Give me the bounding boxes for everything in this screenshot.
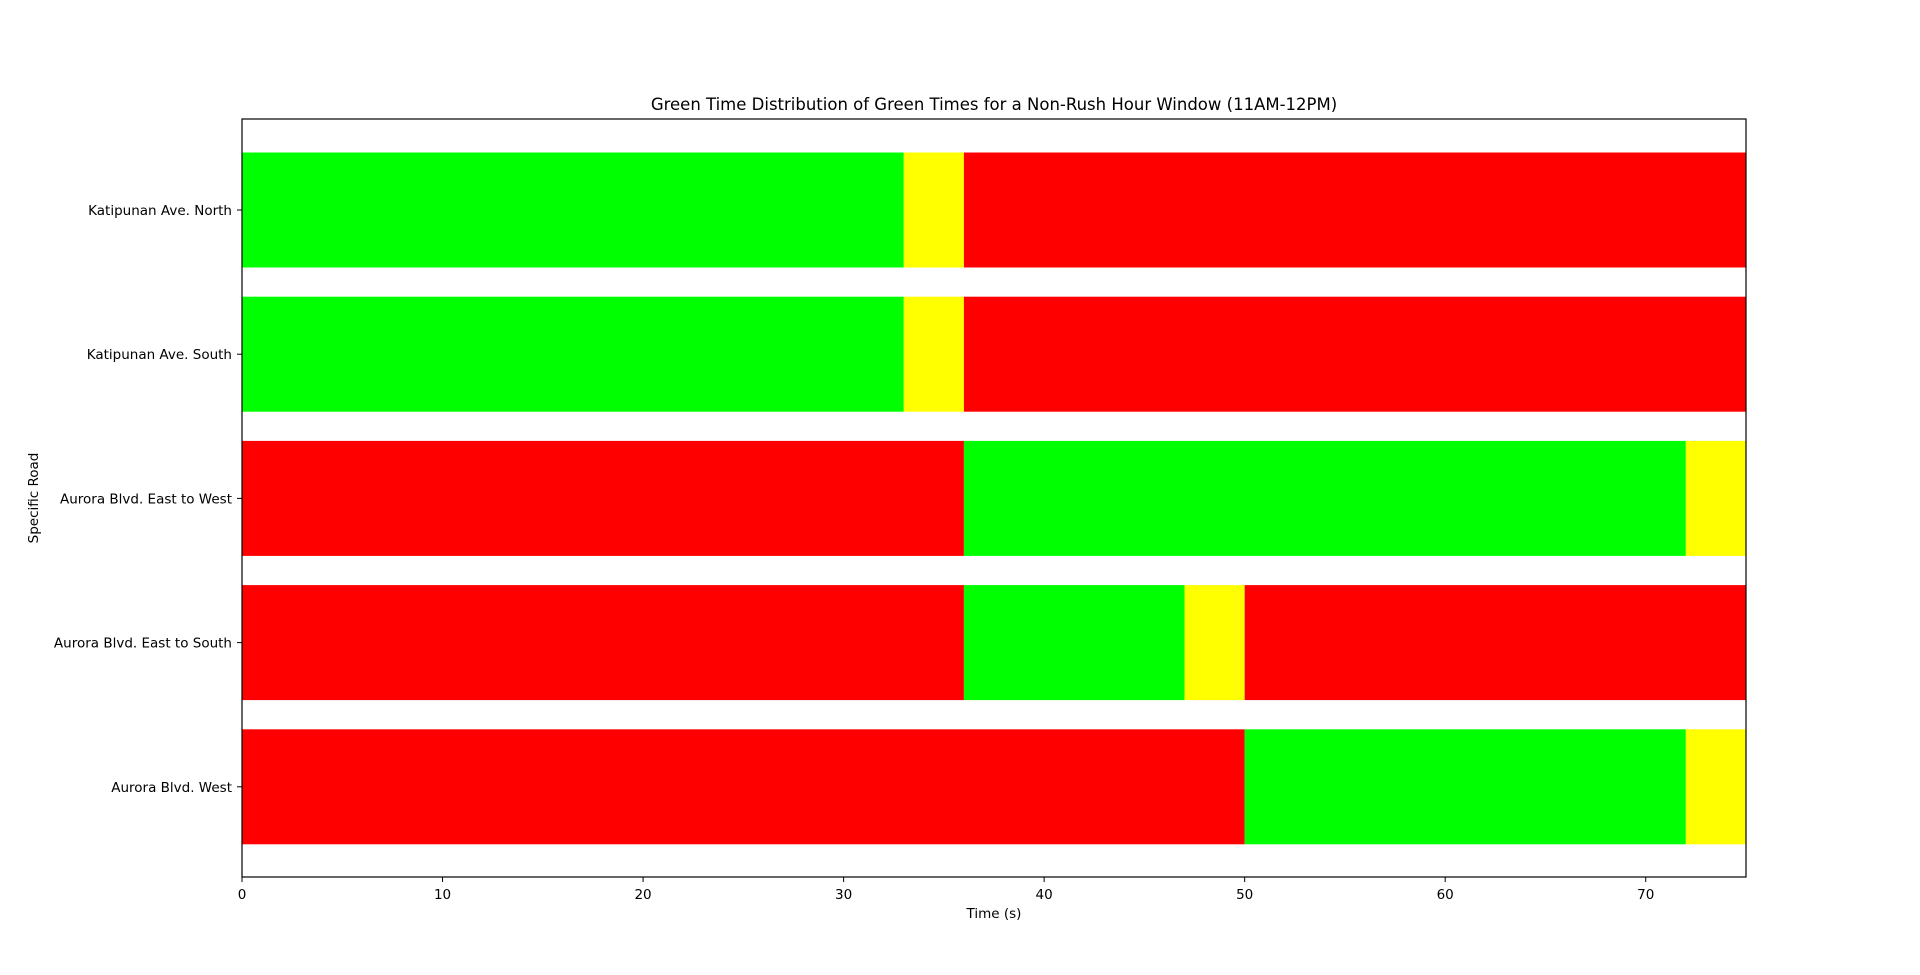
y-tick-label: Aurora Blvd. East to West [60, 491, 232, 507]
bar-row [242, 729, 1746, 845]
bar-segment-red [963, 152, 1746, 268]
bar-segment-yellow [1184, 585, 1245, 701]
bar-segment-red [242, 585, 964, 701]
x-tick-label: 20 [634, 887, 651, 903]
x-axis-label: Time (s) [966, 906, 1022, 922]
bar-segment-yellow [1685, 440, 1746, 556]
bar-row [242, 440, 1746, 556]
bar-segment-red [242, 729, 1245, 845]
y-axis-label: Specific Road [26, 453, 42, 544]
ticks-layer: Katipunan Ave. North Katipunan Ave. South… [54, 203, 1654, 903]
bar-segment-green [963, 440, 1686, 556]
x-tick-label: 70 [1637, 887, 1654, 903]
bar-segment-red [242, 440, 964, 556]
bar-segment-yellow [903, 296, 964, 412]
bar-segment-red [963, 296, 1746, 412]
x-tick-label: 60 [1437, 887, 1454, 903]
bars-layer [242, 152, 1746, 845]
bar-segment-green [242, 152, 904, 268]
bar-row [242, 152, 1746, 268]
y-tick-label: Katipunan Ave. North [88, 203, 232, 219]
bar-segment-green [1244, 729, 1686, 845]
bar-segment-green [242, 296, 904, 412]
bar-row [242, 585, 1746, 701]
bar-segment-yellow [903, 152, 964, 268]
x-tick-label: 40 [1036, 887, 1053, 903]
y-tick-label: Aurora Blvd. East to South [54, 636, 232, 652]
x-tick-label: 10 [434, 887, 451, 903]
bar-segment-red [1244, 585, 1746, 701]
y-tick-label: Katipunan Ave. South [87, 347, 232, 363]
y-tick-label: Aurora Blvd. West [111, 780, 232, 796]
bar-segment-green [963, 585, 1185, 701]
chart-title: Green Time Distribution of Green Times f… [651, 95, 1337, 114]
bar-row [242, 296, 1746, 412]
x-tick-label: 30 [835, 887, 852, 903]
bar-segment-yellow [1685, 729, 1746, 845]
x-tick-label: 0 [238, 887, 247, 903]
x-tick-label: 50 [1236, 887, 1253, 903]
